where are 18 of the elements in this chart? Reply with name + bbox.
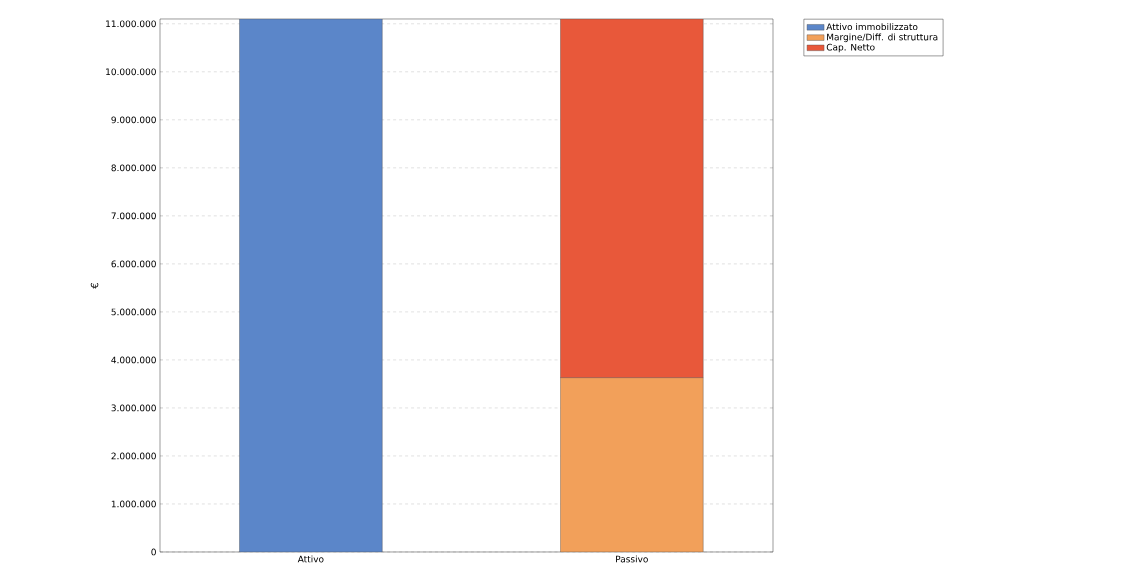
legend-label: Attivo immobilizzato bbox=[826, 23, 918, 31]
y-tick-label: 11.000.000 bbox=[106, 20, 156, 28]
x-tick-label: Attivo bbox=[297, 555, 324, 563]
y-tick-label: 7.000.000 bbox=[111, 212, 156, 220]
y-tick-label: 6.000.000 bbox=[111, 260, 156, 268]
y-tick-label: 1.000.000 bbox=[111, 500, 156, 508]
legend-label: Margine/Diff. di struttura bbox=[827, 33, 938, 43]
y-tick-label: 3.000.000 bbox=[111, 404, 156, 412]
y-tick-label: 8.000.000 bbox=[111, 164, 156, 172]
legend-label: Cap. Netto bbox=[826, 43, 875, 53]
y-tick-label: 10.000.000 bbox=[106, 68, 156, 76]
y-tick-label: 0 bbox=[151, 548, 156, 556]
y-tick-label: 9.000.000 bbox=[111, 116, 156, 124]
y-tick-label: 2.000.000 bbox=[111, 452, 156, 460]
y-axis-title: € bbox=[90, 282, 99, 289]
y-tick-label: 5.000.000 bbox=[111, 308, 156, 316]
x-tick-label: Passivo bbox=[616, 555, 648, 563]
y-tick-label: 4.000.000 bbox=[111, 356, 156, 364]
